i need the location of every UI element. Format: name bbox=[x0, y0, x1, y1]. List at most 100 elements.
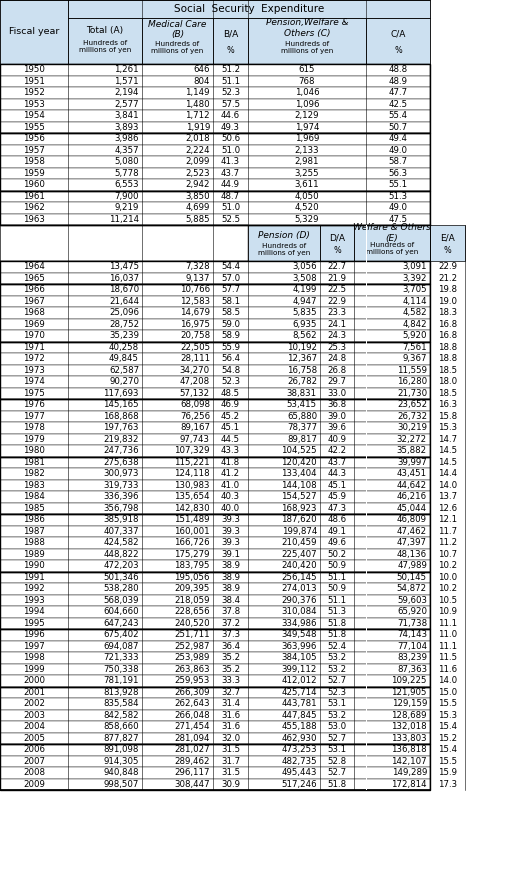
Bar bbox=[0, 399, 430, 457]
Text: 43,451: 43,451 bbox=[397, 469, 427, 478]
Text: 1995: 1995 bbox=[23, 619, 45, 628]
Bar bbox=[0, 0, 68, 64]
Text: 28,752: 28,752 bbox=[109, 320, 139, 329]
Text: 195,056: 195,056 bbox=[174, 573, 210, 581]
Text: 39.3: 39.3 bbox=[221, 516, 240, 524]
Text: 33.3: 33.3 bbox=[221, 676, 240, 685]
Text: Pension (D): Pension (D) bbox=[258, 231, 310, 239]
Bar bbox=[0, 284, 430, 341]
Text: 2003: 2003 bbox=[23, 710, 45, 720]
Text: 47,462: 47,462 bbox=[397, 527, 427, 536]
Text: 19.0: 19.0 bbox=[438, 296, 457, 306]
Text: 3,850: 3,850 bbox=[185, 192, 210, 201]
Bar bbox=[0, 213, 430, 225]
Text: 247,736: 247,736 bbox=[103, 446, 139, 455]
Text: Pension,Welfare &
Others (C): Pension,Welfare & Others (C) bbox=[266, 18, 348, 38]
Text: 5,080: 5,080 bbox=[114, 157, 139, 167]
Text: 15.2: 15.2 bbox=[438, 734, 457, 743]
Text: 2007: 2007 bbox=[23, 757, 45, 766]
Text: 130,983: 130,983 bbox=[174, 481, 210, 489]
Text: 49,845: 49,845 bbox=[109, 354, 139, 363]
Text: 31.5: 31.5 bbox=[221, 768, 240, 777]
Text: 15.3: 15.3 bbox=[438, 710, 457, 720]
Text: 424,582: 424,582 bbox=[103, 538, 139, 547]
Text: 89,167: 89,167 bbox=[180, 424, 210, 432]
Text: 1982: 1982 bbox=[23, 469, 45, 478]
Text: D/A: D/A bbox=[329, 233, 345, 242]
Bar bbox=[0, 675, 430, 687]
Text: 1970: 1970 bbox=[23, 332, 45, 340]
Text: Hundreds of
millions of yen: Hundreds of millions of yen bbox=[152, 41, 203, 54]
Text: 275,638: 275,638 bbox=[103, 458, 139, 467]
Bar bbox=[0, 156, 430, 168]
Text: 13,475: 13,475 bbox=[109, 262, 139, 271]
Text: 48.6: 48.6 bbox=[327, 516, 347, 524]
Text: 12.6: 12.6 bbox=[438, 503, 457, 513]
Text: 32.0: 32.0 bbox=[221, 734, 240, 743]
Text: 50,145: 50,145 bbox=[397, 573, 427, 581]
Text: 47.5: 47.5 bbox=[388, 215, 407, 224]
Text: 4,199: 4,199 bbox=[293, 285, 317, 295]
Text: 31.6: 31.6 bbox=[221, 723, 240, 731]
Text: 2,099: 2,099 bbox=[186, 157, 210, 167]
Text: 998,507: 998,507 bbox=[104, 780, 139, 788]
Text: 472,203: 472,203 bbox=[103, 561, 139, 570]
Bar bbox=[0, 273, 430, 284]
Text: 219,832: 219,832 bbox=[103, 435, 139, 444]
Text: 1964: 1964 bbox=[23, 262, 45, 271]
Text: 142,107: 142,107 bbox=[391, 757, 427, 766]
Text: 363,996: 363,996 bbox=[282, 642, 317, 651]
Text: 18.0: 18.0 bbox=[438, 377, 457, 386]
Text: 28,111: 28,111 bbox=[180, 354, 210, 363]
Bar bbox=[0, 744, 430, 790]
Text: 172,814: 172,814 bbox=[391, 780, 427, 788]
Text: 49.3: 49.3 bbox=[221, 123, 240, 132]
Text: 1960: 1960 bbox=[23, 181, 45, 189]
Text: 281,094: 281,094 bbox=[174, 734, 210, 743]
Text: 3,893: 3,893 bbox=[115, 123, 139, 132]
Bar bbox=[0, 560, 430, 572]
Bar bbox=[0, 365, 430, 376]
Bar bbox=[0, 572, 430, 583]
Text: 694,087: 694,087 bbox=[103, 642, 139, 651]
Text: 142,830: 142,830 bbox=[174, 503, 210, 513]
Text: 16,975: 16,975 bbox=[180, 320, 210, 329]
Text: 289,462: 289,462 bbox=[174, 757, 210, 766]
Text: 615: 615 bbox=[299, 65, 315, 75]
Text: 646: 646 bbox=[194, 65, 210, 75]
Text: 448,822: 448,822 bbox=[103, 550, 139, 559]
Text: 407,337: 407,337 bbox=[103, 527, 139, 536]
Text: 4,050: 4,050 bbox=[295, 192, 319, 201]
Text: 47,989: 47,989 bbox=[397, 561, 427, 570]
Text: 30,219: 30,219 bbox=[397, 424, 427, 432]
Text: 1,969: 1,969 bbox=[295, 134, 319, 143]
Text: 89,817: 89,817 bbox=[287, 435, 317, 444]
Text: 23.3: 23.3 bbox=[327, 308, 347, 317]
Text: 2,129: 2,129 bbox=[295, 111, 319, 120]
Text: 51.2: 51.2 bbox=[221, 65, 240, 75]
Text: 44,642: 44,642 bbox=[397, 481, 427, 489]
Text: 46,809: 46,809 bbox=[397, 516, 427, 524]
Text: 1958: 1958 bbox=[23, 157, 45, 167]
Text: 36.8: 36.8 bbox=[327, 400, 347, 410]
Text: 447,845: 447,845 bbox=[281, 710, 317, 720]
Text: 187,620: 187,620 bbox=[281, 516, 317, 524]
Text: 24.1: 24.1 bbox=[327, 320, 347, 329]
Text: 2,133: 2,133 bbox=[295, 146, 319, 154]
Text: 240,420: 240,420 bbox=[281, 561, 317, 570]
Text: 51.0: 51.0 bbox=[221, 203, 240, 212]
Text: 336,396: 336,396 bbox=[103, 492, 139, 502]
Text: 538,280: 538,280 bbox=[103, 584, 139, 593]
Text: 22,505: 22,505 bbox=[180, 343, 210, 352]
Text: 14.7: 14.7 bbox=[438, 435, 457, 444]
Text: 1981: 1981 bbox=[23, 458, 45, 467]
Text: 53,415: 53,415 bbox=[287, 400, 317, 410]
Text: 49.1: 49.1 bbox=[327, 527, 347, 536]
Text: 18.5: 18.5 bbox=[438, 389, 457, 398]
Text: 26,732: 26,732 bbox=[397, 411, 427, 421]
Text: 58.7: 58.7 bbox=[388, 157, 407, 167]
Text: 24.8: 24.8 bbox=[327, 354, 347, 363]
Text: 2,018: 2,018 bbox=[185, 134, 210, 143]
Text: 21,644: 21,644 bbox=[109, 296, 139, 306]
Text: 39.6: 39.6 bbox=[327, 424, 347, 432]
